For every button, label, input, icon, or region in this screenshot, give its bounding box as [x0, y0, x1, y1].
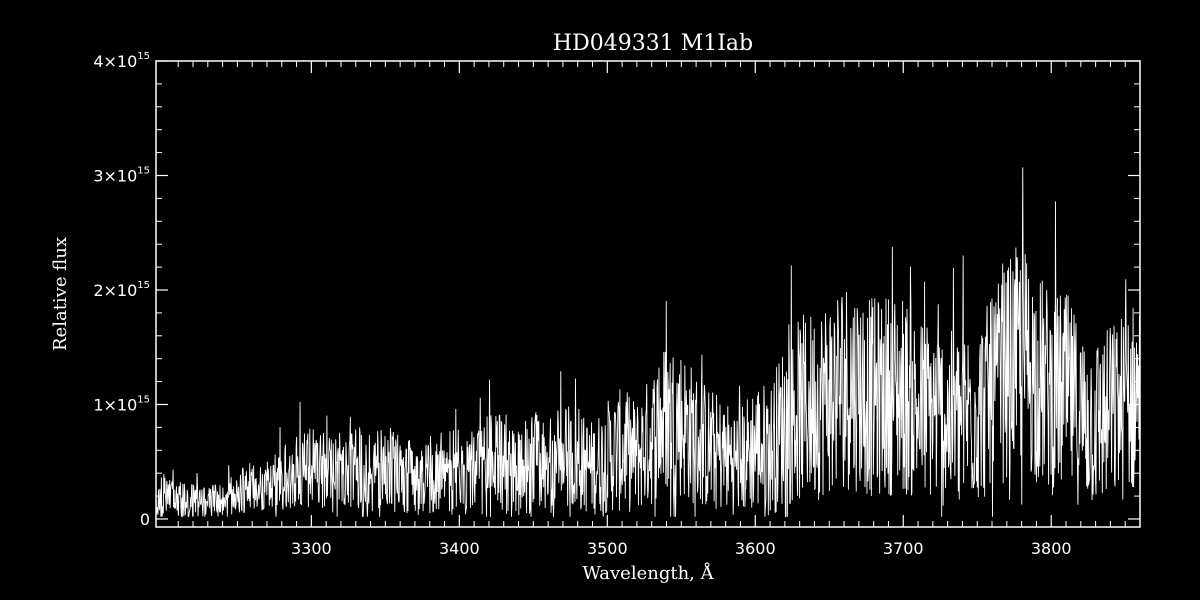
spectrum-line [155, 167, 1141, 518]
axis-ticks [156, 60, 1140, 527]
x-axis-label: Wavelength, Å [582, 562, 714, 584]
x-tick-label: 3500 [587, 539, 628, 558]
x-tick-label: 3700 [883, 539, 924, 558]
tick-labels: 3300 3400 3500 3600 3700 3800 0 1×1015 2×1015 3×1… [93, 51, 1071, 558]
y-tick-label: 2×1015 [93, 280, 150, 300]
x-tick-label: 3300 [291, 539, 332, 558]
y-axis-label: Relative flux [50, 237, 71, 351]
plot-frame [155, 60, 1141, 528]
spectrum-series [155, 167, 1141, 518]
y-tick-label: 0 [140, 510, 150, 529]
y-tick-label: 4×1015 [93, 51, 150, 71]
x-tick-label: 3800 [1031, 539, 1072, 558]
y-tick-label: 3×1015 [93, 165, 150, 185]
x-tick-label: 3400 [439, 539, 480, 558]
chart-title: HD049331 M1Iab [553, 31, 753, 56]
x-tick-label: 3600 [735, 539, 776, 558]
y-tick-label: 1×1015 [93, 394, 150, 414]
